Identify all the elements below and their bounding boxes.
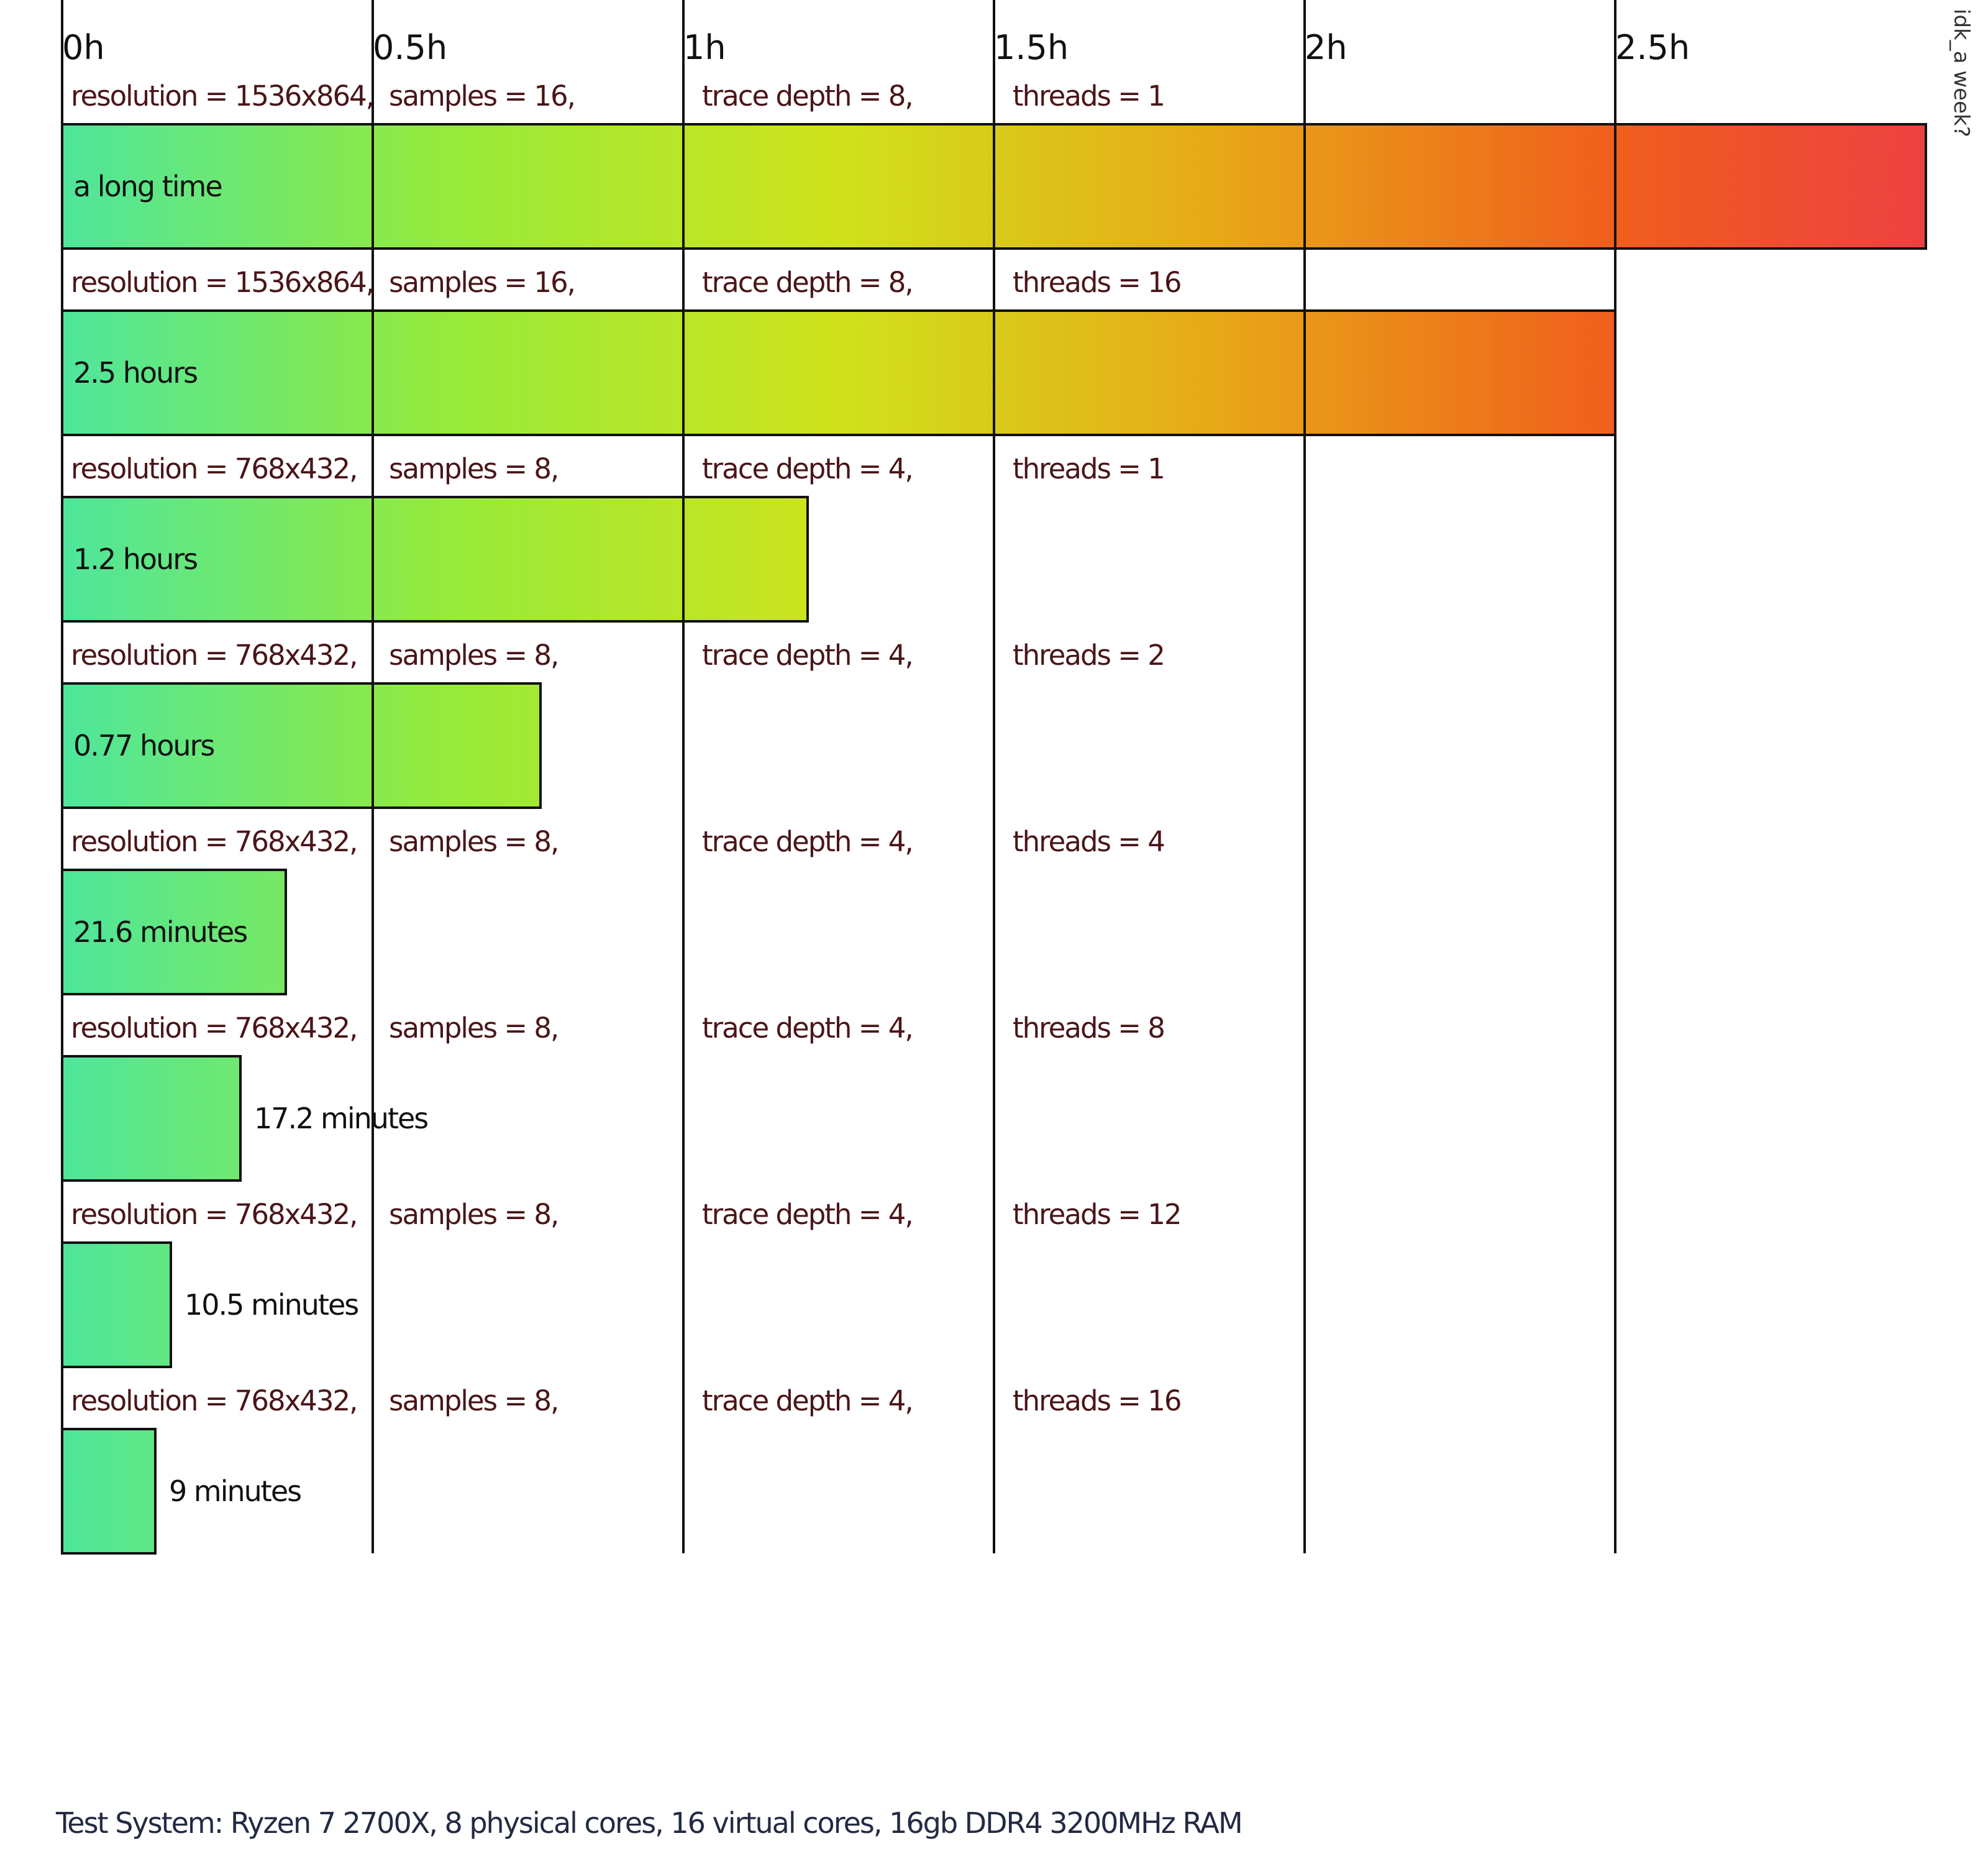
param-label-threads: threads = 16 bbox=[1013, 266, 1181, 299]
x-tick-label: 1h bbox=[683, 28, 726, 67]
bar-row: resolution = 768x432, samples = 8, trace d… bbox=[61, 639, 1165, 809]
param-label-samples: samples = 16, bbox=[389, 266, 575, 299]
bar-value-label: 17.2 minutes bbox=[254, 1102, 427, 1135]
bar-row: resolution = 768x432, samples = 8, trace d… bbox=[61, 1384, 1182, 1555]
param-label-samples: samples = 8, bbox=[389, 452, 558, 485]
param-label-trace-depth: trace depth = 8, bbox=[702, 80, 913, 112]
param-label-resolution: resolution = 768x432, bbox=[71, 1012, 357, 1044]
param-label-samples: samples = 8, bbox=[389, 1198, 558, 1231]
param-label-resolution: resolution = 1536x864, bbox=[71, 80, 373, 112]
x-tick-label: 2h bbox=[1305, 28, 1347, 67]
bar bbox=[61, 1241, 172, 1368]
bar-value-label: 21.6 minutes bbox=[73, 915, 247, 949]
bar-row: resolution = 768x432, samples = 8, trace d… bbox=[61, 825, 1165, 995]
param-label-threads: threads = 4 bbox=[1013, 825, 1164, 858]
bar-row: resolution = 1536x864, samples = 16, trace… bbox=[61, 266, 1616, 436]
bar-row: resolution = 1536x864, samples = 16, trace… bbox=[61, 80, 1927, 250]
bar bbox=[61, 1428, 157, 1555]
x-tick-label: 1.5h bbox=[994, 28, 1069, 67]
x-tick-label: 0h bbox=[62, 28, 105, 67]
bar bbox=[61, 309, 1616, 436]
bar-value-label: 1.2 hours bbox=[73, 542, 197, 576]
param-label-trace-depth: trace depth = 4, bbox=[702, 452, 913, 485]
bar-value-label: 10.5 minutes bbox=[185, 1288, 358, 1322]
param-label-threads: threads = 12 bbox=[1013, 1198, 1181, 1231]
param-label-threads: threads = 16 bbox=[1013, 1384, 1181, 1417]
bar-value-label: 0.77 hours bbox=[73, 729, 214, 762]
param-label-trace-depth: trace depth = 4, bbox=[702, 1384, 913, 1417]
param-label-samples: samples = 8, bbox=[389, 639, 558, 672]
param-label-trace-depth: trace depth = 4, bbox=[702, 1198, 913, 1231]
param-label-samples: samples = 16, bbox=[389, 80, 575, 112]
param-label-threads: threads = 8 bbox=[1013, 1012, 1164, 1044]
param-label-trace-depth: trace depth = 4, bbox=[702, 825, 913, 858]
x-tick-label: 2.5h bbox=[1615, 28, 1690, 67]
param-label-resolution: resolution = 768x432, bbox=[71, 1198, 357, 1231]
param-label-trace-depth: trace depth = 4, bbox=[702, 1012, 913, 1044]
param-label-resolution: resolution = 768x432, bbox=[71, 639, 357, 672]
param-label-threads: threads = 1 bbox=[1013, 452, 1164, 485]
param-label-threads: threads = 2 bbox=[1013, 639, 1164, 672]
param-label-resolution: resolution = 768x432, bbox=[71, 825, 357, 858]
overflow-axis-label: idk_a week? bbox=[1949, 9, 1974, 137]
bar-row: resolution = 768x432, samples = 8, trace d… bbox=[61, 1198, 1182, 1368]
bar-value-label: 2.5 hours bbox=[73, 356, 197, 390]
param-label-resolution: resolution = 768x432, bbox=[71, 1384, 357, 1417]
bar-row: resolution = 768x432, samples = 8, trace d… bbox=[61, 1012, 1165, 1182]
param-label-trace-depth: trace depth = 8, bbox=[702, 266, 913, 299]
param-label-resolution: resolution = 768x432, bbox=[71, 452, 357, 485]
bar-value-label: 9 minutes bbox=[169, 1474, 301, 1508]
test-system-footer: Test System: Ryzen 7 2700X, 8 physical c… bbox=[55, 1806, 1242, 1840]
param-label-samples: samples = 8, bbox=[389, 825, 558, 858]
x-axis-ticks: 0h 0.5h 1h 1.5h 2h 2.5h bbox=[62, 28, 1690, 67]
x-tick-label: 0.5h bbox=[373, 28, 447, 67]
param-label-samples: samples = 8, bbox=[389, 1384, 558, 1417]
param-label-resolution: resolution = 1536x864, bbox=[71, 266, 373, 299]
bar-row: resolution = 768x432, samples = 8, trace d… bbox=[61, 452, 1165, 623]
param-label-threads: threads = 1 bbox=[1013, 80, 1164, 112]
bar bbox=[61, 1055, 242, 1182]
bar bbox=[61, 869, 287, 995]
bar-value-label: a long time bbox=[73, 170, 222, 203]
param-label-samples: samples = 8, bbox=[389, 1012, 558, 1044]
bar bbox=[61, 682, 542, 809]
param-label-trace-depth: trace depth = 4, bbox=[702, 639, 913, 672]
bar-rows: resolution = 1536x864, samples = 16, trace… bbox=[61, 80, 1927, 1555]
